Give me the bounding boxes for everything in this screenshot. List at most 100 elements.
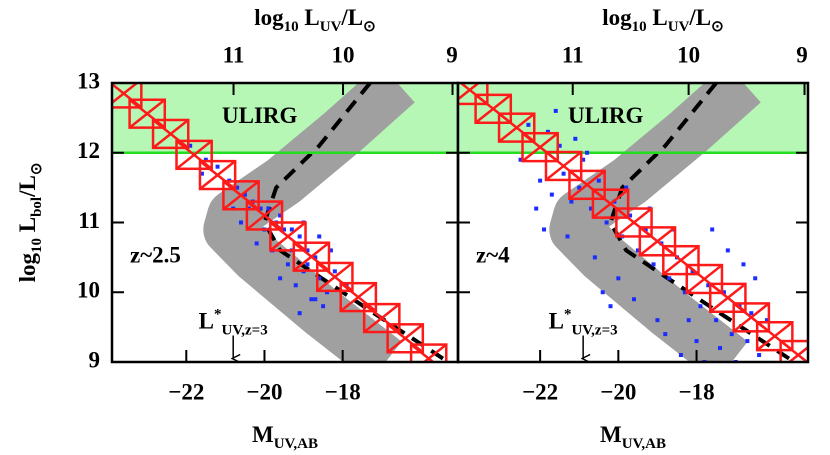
stack-cross bbox=[363, 303, 401, 333]
data-point bbox=[592, 255, 597, 260]
data-point bbox=[282, 227, 287, 232]
data-point bbox=[635, 248, 640, 253]
label-part: M bbox=[600, 422, 622, 447]
stack-cross bbox=[339, 282, 377, 313]
stack-cross bbox=[639, 226, 676, 257]
label-part: /L bbox=[688, 5, 711, 30]
x2-tick-label: 11 bbox=[223, 42, 245, 67]
label-part: UV,AB bbox=[622, 436, 666, 452]
data-point bbox=[297, 311, 302, 316]
label-part: L bbox=[549, 309, 564, 334]
data-point bbox=[203, 157, 208, 162]
data-point bbox=[317, 234, 322, 239]
label-part: UV,z=3 bbox=[222, 323, 268, 339]
stack-point bbox=[568, 169, 606, 201]
stack-box bbox=[755, 320, 794, 352]
data-point bbox=[332, 269, 337, 274]
x2-tick-label: 10 bbox=[677, 42, 700, 67]
data-point bbox=[573, 136, 578, 141]
data-point bbox=[608, 304, 613, 309]
label-part: UV bbox=[668, 19, 690, 35]
stack-box bbox=[198, 159, 237, 191]
data-point bbox=[604, 220, 609, 225]
stack-cross bbox=[175, 139, 213, 170]
stack-cross bbox=[787, 345, 808, 362]
data-point bbox=[278, 213, 283, 218]
stack-box bbox=[662, 244, 700, 276]
stack-point bbox=[591, 188, 630, 219]
data-point bbox=[710, 227, 715, 232]
data-point bbox=[667, 276, 672, 281]
data-point bbox=[585, 150, 590, 155]
data-point bbox=[698, 304, 703, 309]
stack-box bbox=[316, 261, 354, 293]
stack-cross bbox=[568, 169, 606, 200]
data-point bbox=[242, 192, 247, 197]
data-point bbox=[655, 318, 660, 323]
data-point bbox=[325, 290, 330, 295]
stack-box bbox=[128, 98, 167, 129]
stack-cross bbox=[592, 188, 629, 219]
stack-cross bbox=[662, 245, 700, 276]
stack-box bbox=[638, 226, 677, 257]
label-part: * bbox=[564, 307, 572, 323]
data-point bbox=[616, 276, 621, 281]
data-point bbox=[542, 227, 547, 232]
stack-box bbox=[685, 263, 724, 295]
stack-cross bbox=[709, 282, 747, 313]
label-part: log bbox=[602, 5, 632, 30]
data-point bbox=[553, 108, 558, 113]
data-point bbox=[753, 276, 758, 281]
stack-cross bbox=[246, 200, 283, 231]
stack-point bbox=[316, 261, 354, 293]
data-point bbox=[235, 185, 240, 190]
label-part: ⊙ bbox=[29, 163, 45, 176]
data-point bbox=[289, 227, 294, 232]
stack-point bbox=[175, 139, 213, 171]
stack-box bbox=[732, 302, 771, 333]
data-point bbox=[278, 276, 283, 281]
data-point bbox=[725, 248, 730, 253]
stack-cross bbox=[293, 241, 330, 272]
data-point bbox=[518, 157, 523, 162]
stack-point bbox=[151, 118, 190, 150]
data-point bbox=[663, 332, 668, 337]
stack-box bbox=[779, 339, 808, 362]
label-part: log bbox=[15, 253, 40, 283]
x-tick-label: −18 bbox=[678, 379, 714, 404]
label-part: 10 bbox=[284, 19, 299, 35]
stack-box bbox=[269, 221, 307, 252]
y-axis-label: log10 Lbol/L⊙ bbox=[15, 163, 45, 283]
stack-box bbox=[386, 323, 425, 354]
y-tick-label: 12 bbox=[77, 138, 100, 163]
data-point bbox=[678, 353, 683, 358]
data-point bbox=[745, 339, 750, 344]
marker-label: L*UV,z=3 bbox=[199, 307, 268, 339]
label-part: UV,AB bbox=[274, 436, 318, 452]
data-point bbox=[757, 353, 762, 358]
stack-cross bbox=[545, 151, 582, 181]
data-point bbox=[749, 311, 754, 316]
data-point bbox=[718, 346, 723, 351]
data-point bbox=[321, 304, 326, 309]
data-point bbox=[297, 234, 302, 239]
label-part: M bbox=[252, 422, 274, 447]
stack-box bbox=[474, 93, 513, 125]
stack-box bbox=[409, 343, 448, 362]
stack-box bbox=[544, 150, 583, 182]
label-part: L bbox=[647, 5, 668, 30]
stack-box bbox=[245, 200, 284, 231]
y-tick-label: 13 bbox=[77, 68, 100, 93]
data-point bbox=[317, 276, 322, 281]
y-tick-label: 11 bbox=[78, 208, 100, 233]
stack-cross bbox=[128, 98, 166, 129]
stack-point bbox=[245, 200, 284, 231]
stack-cross bbox=[498, 112, 536, 143]
x2-tick-label: 11 bbox=[562, 42, 584, 67]
y-tick-label: 9 bbox=[89, 347, 101, 372]
data-point bbox=[631, 297, 636, 302]
data-point bbox=[600, 290, 605, 295]
stack-box bbox=[615, 207, 653, 238]
stack-point bbox=[362, 302, 401, 334]
data-point bbox=[526, 122, 531, 127]
